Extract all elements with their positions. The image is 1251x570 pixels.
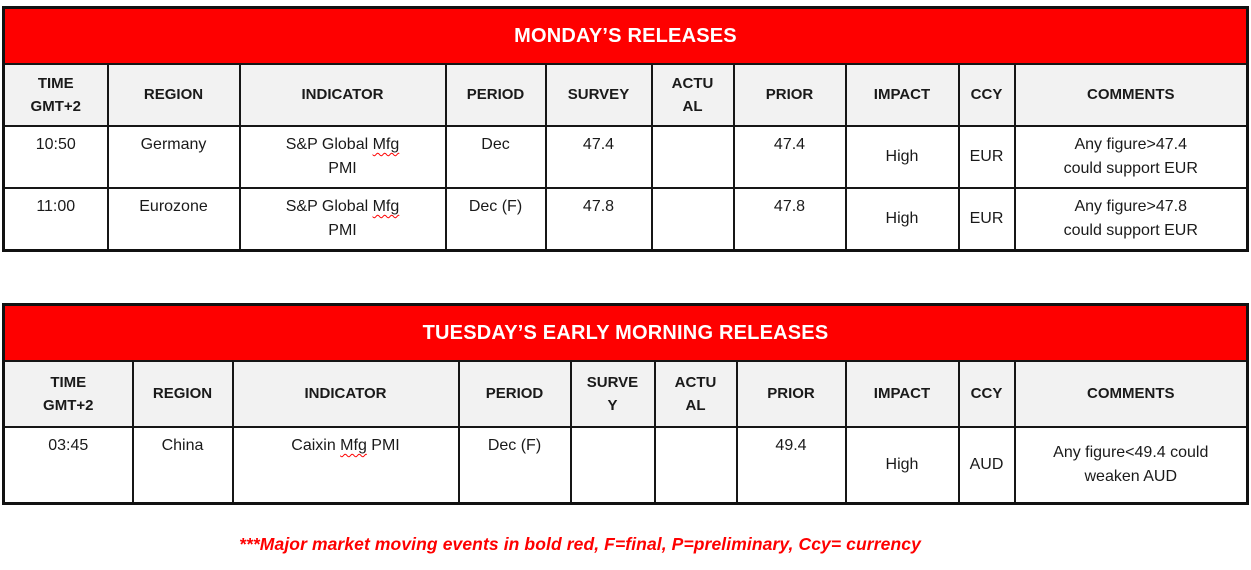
tuesday-title-row: TUESDAY’S EARLY MORNING RELEASES <box>2 303 1249 362</box>
tuesday-header-row: TIME GMT+2 REGION INDICATOR PERIOD SURVE… <box>2 360 1249 428</box>
survey-cell: 47.4 <box>544 125 653 189</box>
time-cell: 10:50 <box>2 125 109 189</box>
indicator-misspelled-word: Mfg <box>372 198 400 215</box>
indicator-misspelled-word: Mfg <box>340 437 367 454</box>
column-header-indicator: INDICATOR <box>231 360 460 428</box>
monday-header-row: TIME GMT+2 REGION INDICATOR PERIOD SURVE… <box>2 63 1249 127</box>
impact-cell: High <box>844 187 960 252</box>
prior-cell: 49.4 <box>735 426 847 505</box>
column-header-region: REGION <box>131 360 234 428</box>
indicator-text: S&P Global <box>285 136 373 153</box>
column-header-region: REGION <box>106 63 241 127</box>
survey-cell <box>569 426 656 505</box>
indicator-text: PMI <box>366 437 400 454</box>
indicator-cell: S&P Global Mfg PMI <box>238 187 447 252</box>
tuesday-releases-table: TUESDAY’S EARLY MORNING RELEASES TIME GM… <box>2 303 1249 505</box>
indicator-text: S&P Global <box>285 198 373 215</box>
ccy-cell: AUD <box>957 426 1016 505</box>
time-cell: 11:00 <box>2 187 109 252</box>
monday-releases-table: MONDAY’S RELEASES TIME GMT+2 REGION INDI… <box>2 6 1249 252</box>
legend-footnote: ***Major market moving events in bold re… <box>239 534 921 554</box>
period-cell: Dec <box>444 125 547 189</box>
impact-cell: High <box>844 125 960 189</box>
comments-cell: Any figure>47.8 could support EUR <box>1013 187 1249 252</box>
column-header-impact: IMPACT <box>844 63 960 127</box>
impact-cell: High <box>844 426 960 505</box>
actual-cell <box>653 426 738 505</box>
comments-cell: Any figure<49.4 could weaken AUD <box>1013 426 1249 505</box>
period-cell: Dec (F) <box>457 426 572 505</box>
table-row-eurozone-pmi: 11:00 Eurozone S&P Global Mfg PMI Dec (F… <box>2 187 1249 252</box>
column-header-survey: SURVEY <box>544 63 653 127</box>
indicator-cell: S&P Global Mfg PMI <box>238 125 447 189</box>
column-header-period: PERIOD <box>444 63 547 127</box>
survey-cell: 47.8 <box>544 187 653 252</box>
prior-cell: 47.4 <box>732 125 847 189</box>
indicator-cell: Caixin Mfg PMI <box>231 426 460 505</box>
region-cell: China <box>131 426 234 505</box>
tuesday-grid: TUESDAY’S EARLY MORNING RELEASES TIME GM… <box>2 303 1249 505</box>
column-header-period: PERIOD <box>457 360 572 428</box>
region-cell: Germany <box>106 125 241 189</box>
monday-grid: MONDAY’S RELEASES TIME GMT+2 REGION INDI… <box>2 6 1249 252</box>
time-cell: 03:45 <box>2 426 134 505</box>
actual-cell <box>650 187 735 252</box>
column-header-comments: COMMENTS <box>1013 63 1249 127</box>
column-header-indicator: INDICATOR <box>238 63 447 127</box>
column-header-ccy: CCY <box>957 63 1016 127</box>
prior-cell: 47.8 <box>732 187 847 252</box>
monday-title-row: MONDAY’S RELEASES <box>2 6 1249 65</box>
column-header-time: TIME GMT+2 <box>2 360 134 428</box>
column-header-prior: PRIOR <box>735 360 847 428</box>
column-header-impact: IMPACT <box>844 360 960 428</box>
indicator-text: Caixin <box>291 437 341 454</box>
column-header-prior: PRIOR <box>732 63 847 127</box>
ccy-cell: EUR <box>957 187 1016 252</box>
ccy-cell: EUR <box>957 125 1016 189</box>
column-header-comments: COMMENTS <box>1013 360 1249 428</box>
column-header-time: TIME GMT+2 <box>2 63 109 127</box>
column-header-actual: ACTU AL <box>653 360 738 428</box>
table-row-china-pmi: 03:45 China Caixin Mfg PMI Dec (F) 49.4 … <box>2 426 1249 505</box>
indicator-text: PMI <box>328 222 357 239</box>
column-header-ccy: CCY <box>957 360 1016 428</box>
indicator-misspelled-word: Mfg <box>372 136 400 153</box>
actual-cell <box>650 125 735 189</box>
indicator-text: PMI <box>328 160 357 177</box>
table-row-germany-pmi: 10:50 Germany S&P Global Mfg PMI Dec 47.… <box>2 125 1249 189</box>
comments-cell: Any figure>47.4 could support EUR <box>1013 125 1249 189</box>
monday-title: MONDAY’S RELEASES <box>2 6 1249 65</box>
tuesday-title: TUESDAY’S EARLY MORNING RELEASES <box>2 303 1249 362</box>
region-cell: Eurozone <box>106 187 241 252</box>
column-header-survey: SURVE Y <box>569 360 656 428</box>
period-cell: Dec (F) <box>444 187 547 252</box>
column-header-actual: ACTU AL <box>650 63 735 127</box>
